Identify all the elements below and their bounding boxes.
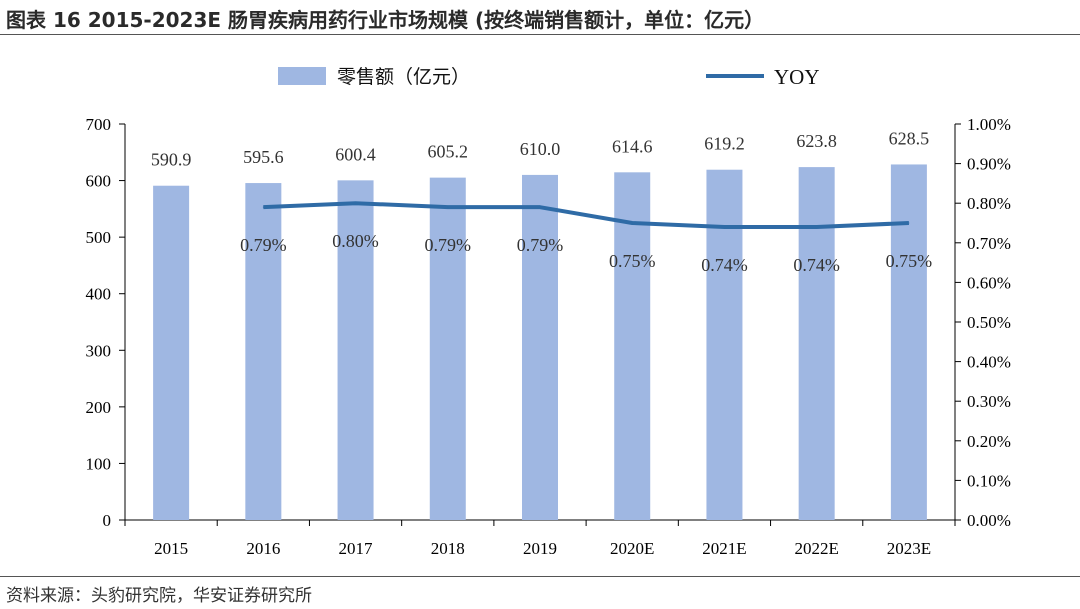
bar-value-label: 605.2 bbox=[428, 142, 469, 162]
bar bbox=[706, 169, 743, 520]
x-tick-label: 2019 bbox=[523, 539, 557, 558]
bar bbox=[614, 172, 651, 520]
bar-value-label: 619.2 bbox=[704, 134, 745, 154]
x-axis: 2015 2016 2017 2018 2019 2020E 2021E 2022E 2023E bbox=[124, 519, 956, 558]
yoy-value-label: 0.79% bbox=[517, 235, 564, 255]
yoy-point bbox=[262, 206, 264, 208]
right-y-axis: 0.00% 0.10% 0.20% 0.30% 0.40% 0.50% 0.60% 0.70%… bbox=[954, 115, 1011, 530]
footer-rule bbox=[0, 576, 1080, 577]
legend-bar-swatch bbox=[278, 67, 326, 85]
right-tick-label: 0.70% bbox=[967, 234, 1011, 253]
x-tick-label: 2022E bbox=[794, 539, 838, 558]
yoy-value-label: 0.74% bbox=[701, 255, 748, 275]
left-tick-label: 700 bbox=[86, 115, 112, 134]
title-rule bbox=[0, 34, 1080, 35]
bar-value-label: 600.4 bbox=[335, 144, 376, 164]
yoy-value-label: 0.75% bbox=[886, 251, 933, 271]
x-tick-label: 2021E bbox=[702, 539, 746, 558]
chart-area: 零售额（亿元） YOY 0 100 200 300 400 500 600 700 0.00%… bbox=[86, 65, 1011, 558]
bar-value-label: 595.6 bbox=[243, 147, 284, 167]
legend-bar-label: 零售额（亿元） bbox=[337, 66, 470, 88]
yoy-data-labels: 0.79% 0.80% 0.79% 0.79% 0.75% 0.74% 0.74% 0.75% bbox=[240, 231, 932, 275]
bar bbox=[337, 180, 374, 520]
x-tick-label: 2016 bbox=[246, 539, 280, 558]
right-tick-label: 0.60% bbox=[967, 273, 1011, 292]
left-tick-label: 200 bbox=[86, 398, 112, 417]
yoy-value-label: 0.79% bbox=[425, 235, 472, 255]
yoy-value-label: 0.74% bbox=[793, 255, 840, 275]
left-tick-label: 400 bbox=[86, 285, 112, 304]
x-tick-label: 2017 bbox=[339, 539, 374, 558]
x-tick-label: 2023E bbox=[887, 539, 931, 558]
left-tick-label: 0 bbox=[103, 511, 112, 530]
yoy-point bbox=[723, 226, 725, 228]
yoy-point bbox=[908, 222, 910, 224]
bar-series bbox=[153, 164, 927, 521]
bar-value-label: 628.5 bbox=[889, 128, 930, 148]
x-tick-label: 2018 bbox=[431, 539, 465, 558]
right-tick-label: 0.90% bbox=[967, 155, 1011, 174]
yoy-point bbox=[447, 206, 449, 208]
x-tick-label: 2015 bbox=[154, 539, 188, 558]
bar bbox=[153, 185, 190, 520]
bar-value-label: 590.9 bbox=[151, 150, 192, 170]
bar bbox=[890, 164, 927, 520]
bar-value-label: 610.0 bbox=[520, 139, 561, 159]
yoy-line-series bbox=[262, 201, 910, 229]
bar-value-label: 614.6 bbox=[612, 136, 653, 156]
right-tick-label: 0.80% bbox=[967, 194, 1011, 213]
source-note: 资料来源：头豹研究院，华安证券研究所 bbox=[6, 586, 312, 606]
bar bbox=[798, 167, 835, 520]
yoy-value-label: 0.80% bbox=[332, 231, 379, 251]
left-y-axis: 0 100 200 300 400 500 600 700 bbox=[86, 115, 126, 530]
yoy-value-label: 0.79% bbox=[240, 235, 287, 255]
bar-value-label: 623.8 bbox=[796, 131, 837, 151]
left-tick-label: 500 bbox=[86, 228, 112, 247]
left-tick-label: 300 bbox=[86, 341, 112, 360]
yoy-value-label: 0.75% bbox=[609, 251, 656, 271]
bar bbox=[245, 183, 282, 520]
left-tick-label: 600 bbox=[86, 172, 112, 191]
yoy-point bbox=[355, 202, 357, 204]
x-tick-label: 2020E bbox=[610, 539, 654, 558]
legend-line-label: YOY bbox=[774, 65, 820, 89]
right-tick-label: 0.40% bbox=[967, 353, 1011, 372]
right-tick-label: 0.50% bbox=[967, 313, 1011, 332]
right-tick-label: 0.00% bbox=[967, 511, 1011, 530]
right-tick-label: 0.20% bbox=[967, 432, 1011, 451]
right-tick-label: 1.00% bbox=[967, 115, 1011, 134]
right-tick-label: 0.10% bbox=[967, 471, 1011, 490]
chart-title: 图表 16 2015-2023E 肠胃疾病用药行业市场规模 (按终端销售额计，单… bbox=[6, 8, 765, 32]
bar bbox=[522, 174, 558, 520]
right-tick-label: 0.30% bbox=[967, 392, 1011, 411]
left-tick-label: 100 bbox=[86, 454, 112, 473]
yoy-point bbox=[539, 206, 541, 208]
bar-data-labels: 590.9 595.6 600.4 605.2 610.0 614.6 619.2 623.8… bbox=[151, 128, 929, 169]
legend: 零售额（亿元） YOY bbox=[278, 65, 820, 89]
yoy-line bbox=[263, 201, 909, 229]
yoy-point bbox=[816, 226, 818, 228]
yoy-point bbox=[631, 222, 633, 224]
bar bbox=[429, 177, 466, 521]
